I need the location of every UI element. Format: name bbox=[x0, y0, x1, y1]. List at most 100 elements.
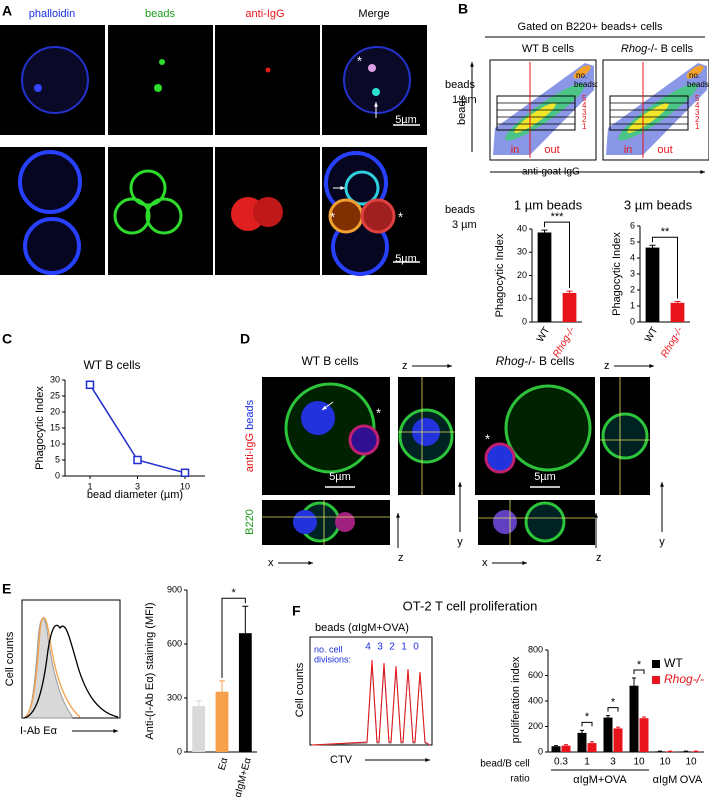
bead-number: 2 bbox=[695, 115, 700, 124]
cell-shape bbox=[113, 197, 151, 235]
hist-note: divisions: bbox=[314, 654, 351, 664]
bar bbox=[537, 232, 552, 322]
gate-box bbox=[496, 95, 576, 131]
bead-number: 3 bbox=[695, 108, 700, 117]
x-tick-label: 10 bbox=[180, 481, 190, 491]
x-tick-label: 0.3 bbox=[554, 757, 568, 768]
bar bbox=[681, 751, 691, 752]
cell-shape bbox=[484, 442, 516, 474]
axis-note: bead/B cell bbox=[480, 759, 529, 770]
cell-shape bbox=[343, 46, 411, 114]
bar bbox=[577, 732, 587, 752]
asterisk: * bbox=[398, 209, 403, 224]
arrow-head bbox=[649, 364, 654, 368]
y-tick-label: 20 bbox=[50, 406, 60, 416]
y-tick-label: 4 bbox=[630, 252, 635, 262]
bar bbox=[645, 247, 660, 322]
x-tick-label: Rhog-/- bbox=[659, 325, 686, 360]
group-label: OVA bbox=[680, 774, 703, 786]
channel-label: beads bbox=[145, 8, 175, 20]
arrow-head bbox=[458, 482, 462, 487]
panel-title-rest: -/- B cells bbox=[524, 354, 574, 368]
axis-letter: x bbox=[482, 557, 488, 569]
y-tick-label: 900 bbox=[167, 584, 182, 594]
scatter-density bbox=[514, 103, 556, 133]
cell-shape bbox=[348, 424, 380, 456]
scale-label: 5µm bbox=[534, 471, 556, 483]
arrow-head bbox=[113, 729, 118, 733]
cell-shape bbox=[129, 169, 167, 207]
channel-label: phalloidin bbox=[29, 8, 75, 20]
error-bar bbox=[674, 301, 681, 303]
asterisk: * bbox=[357, 53, 362, 68]
row-label: 1 µm bbox=[452, 94, 477, 106]
bar bbox=[655, 751, 665, 752]
cell-shape bbox=[301, 401, 335, 435]
division-number: 1 bbox=[401, 642, 407, 653]
scale-label: 5µm bbox=[395, 253, 417, 265]
x-axis-label: CTV bbox=[330, 754, 353, 766]
plot-title-italic: Rhog bbox=[621, 43, 648, 55]
axis-letter: z bbox=[604, 360, 610, 372]
bar bbox=[215, 691, 229, 752]
arrow-head bbox=[470, 62, 474, 67]
y-axis-label: Phagocytic Index bbox=[34, 386, 46, 470]
hist-title: beads (αIgM+OVA) bbox=[315, 622, 409, 634]
significance-bracket bbox=[607, 707, 619, 712]
y-tick-label: 0 bbox=[522, 316, 527, 326]
bead-number: 4 bbox=[695, 101, 700, 110]
cell-shape bbox=[265, 67, 271, 73]
gate-box bbox=[609, 95, 689, 131]
division-number: 2 bbox=[389, 642, 395, 653]
panel-letter: B bbox=[458, 1, 468, 17]
significance-bracket bbox=[633, 669, 645, 675]
arrow-head bbox=[308, 561, 313, 565]
x-tick-label: 10 bbox=[659, 757, 671, 768]
axis-label: beads bbox=[456, 95, 468, 125]
arrow-head bbox=[425, 758, 430, 762]
y-tick-label: 1 bbox=[630, 300, 635, 310]
y-axis-label: Cell counts bbox=[4, 631, 16, 686]
significance-bracket bbox=[221, 597, 246, 678]
division-number: 3 bbox=[377, 642, 383, 653]
bar bbox=[192, 706, 206, 752]
channel-label: Merge bbox=[358, 8, 389, 20]
significance: * bbox=[585, 711, 590, 723]
panel-title-italic: Rhog bbox=[496, 354, 525, 368]
y-tick-label: 30 bbox=[50, 374, 60, 384]
error-bar bbox=[242, 605, 249, 634]
y-axis-label: Phagocytic Index bbox=[611, 232, 623, 316]
group-label: αIgM bbox=[653, 774, 678, 786]
y-tick-label: 6 bbox=[630, 220, 635, 230]
histogram-curve bbox=[23, 624, 119, 719]
x-axis-label: I-Ab Eα bbox=[20, 725, 58, 737]
significance: * bbox=[637, 659, 642, 671]
gate-label: out bbox=[657, 144, 672, 156]
bead-number: 4 bbox=[582, 101, 587, 110]
error-bar bbox=[606, 715, 610, 718]
row-label: beads bbox=[445, 79, 475, 91]
gate-label: out bbox=[544, 144, 559, 156]
error-bar bbox=[541, 229, 548, 233]
significance: * bbox=[232, 587, 237, 599]
arrow-head bbox=[700, 170, 705, 174]
cell-shape bbox=[344, 170, 380, 206]
cell-shape bbox=[493, 510, 517, 534]
point bbox=[85, 380, 95, 390]
axis-letter: z bbox=[596, 552, 602, 564]
arrow-head bbox=[660, 482, 664, 487]
x-tick-label: Eα bbox=[217, 756, 231, 771]
axis-letter: z bbox=[398, 552, 404, 564]
axis-letter: z bbox=[402, 360, 408, 372]
y-tick-label: 5 bbox=[630, 236, 635, 246]
bead-number: 2 bbox=[582, 115, 587, 124]
cell-shape bbox=[145, 197, 183, 235]
cell-shape bbox=[524, 501, 566, 543]
y-tick-label: 40 bbox=[517, 223, 527, 233]
arrow-head bbox=[447, 364, 452, 368]
cell-shape bbox=[21, 46, 89, 114]
y-tick-label: 300 bbox=[167, 692, 182, 702]
cell-shape bbox=[293, 510, 317, 534]
chart-title: 1 µm beads bbox=[514, 197, 583, 212]
chart-title: WT B cells bbox=[83, 358, 140, 372]
